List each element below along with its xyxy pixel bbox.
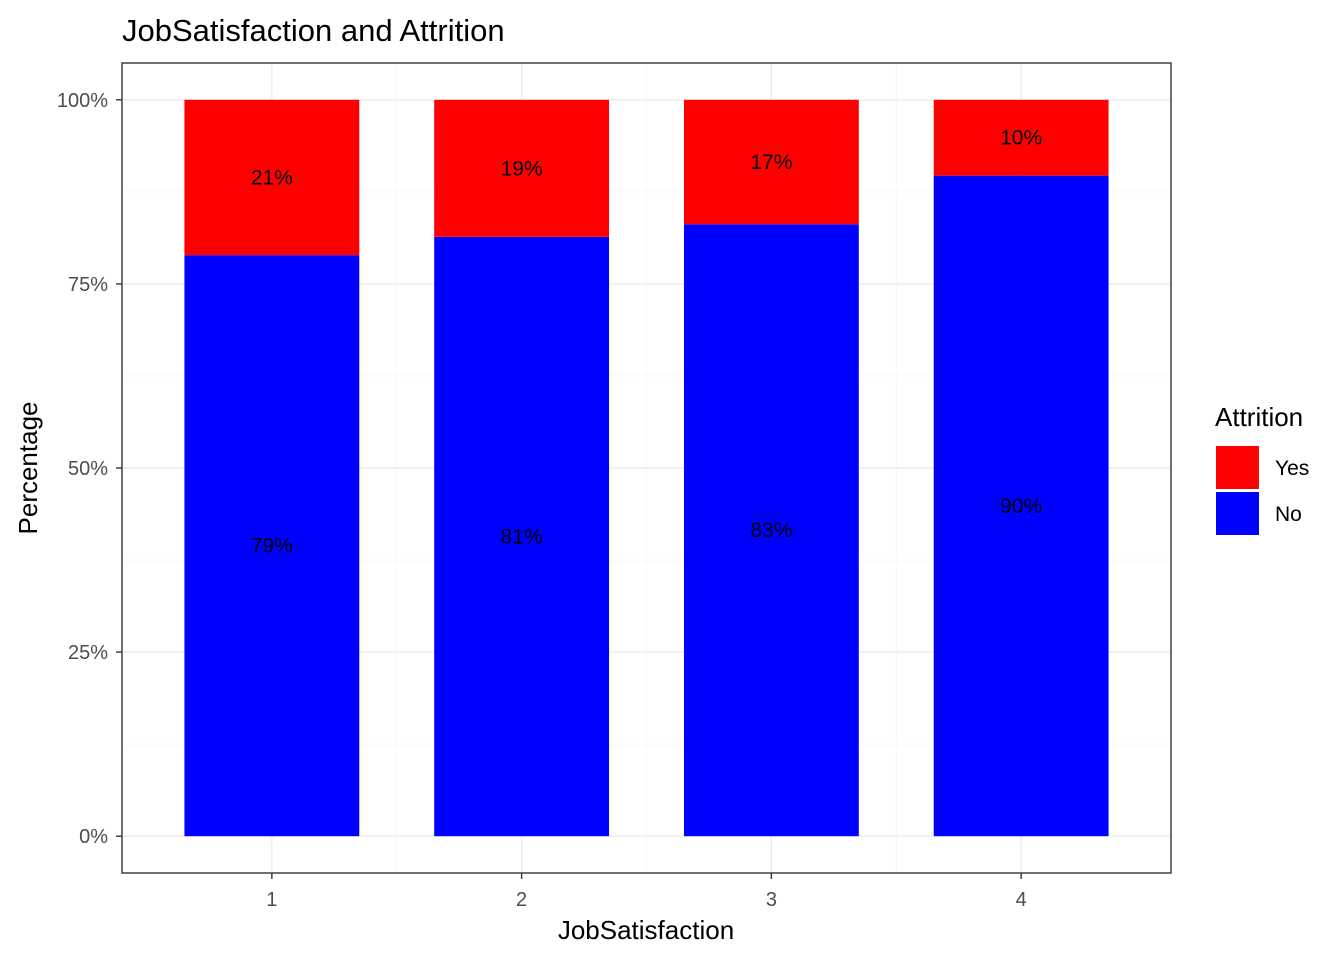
bar-yes-1 <box>184 99 360 256</box>
bar-labels: 79% 21% 81% 19% 83% 17% 90% 10% <box>251 127 1042 558</box>
bar-no-1 <box>184 255 360 837</box>
x-axis-title: JobSatisfaction <box>558 915 734 945</box>
bar-no-2 <box>434 236 610 837</box>
y-tick-label: 25% <box>68 642 108 664</box>
x-tick-label: 2 <box>516 889 527 911</box>
y-axis: 0% 25% 50% 75% 100% <box>57 90 122 848</box>
bar-yes-2 <box>434 99 610 237</box>
x-tick-label: 3 <box>766 889 777 911</box>
x-axis: 1 2 3 4 <box>266 873 1027 911</box>
x-tick-label: 4 <box>1016 889 1027 911</box>
y-tick-label: 100% <box>57 90 108 112</box>
y-tick-label: 0% <box>79 826 108 848</box>
bar-yes-3 <box>683 99 859 225</box>
bar-label-no-2: 81% <box>501 525 543 548</box>
y-tick-label: 50% <box>68 458 108 480</box>
bar-yes-4 <box>933 99 1109 176</box>
legend-label-no: No <box>1275 503 1302 526</box>
bar-label-no-1: 79% <box>251 535 293 558</box>
bar-label-yes-3: 17% <box>750 151 792 174</box>
chart-title: JobSatisfaction and Attrition <box>122 13 505 48</box>
bar-no-4 <box>933 175 1109 837</box>
y-axis-title: Percentage <box>13 402 43 535</box>
legend-key-yes <box>1216 446 1259 489</box>
legend-label-yes: Yes <box>1275 457 1309 480</box>
legend-key-no <box>1216 492 1259 535</box>
bar-label-yes-1: 21% <box>251 167 293 190</box>
legend: Attrition Yes No <box>1215 402 1309 535</box>
bar-label-yes-4: 10% <box>1000 127 1042 150</box>
bars <box>184 99 1109 837</box>
bar-label-no-3: 83% <box>750 519 792 542</box>
legend-title: Attrition <box>1215 402 1303 432</box>
bar-label-no-4: 90% <box>1000 495 1042 518</box>
y-tick-label: 75% <box>68 274 108 296</box>
bar-no-3 <box>683 224 859 837</box>
x-tick-label: 1 <box>266 889 277 911</box>
bar-label-yes-2: 19% <box>501 157 543 180</box>
